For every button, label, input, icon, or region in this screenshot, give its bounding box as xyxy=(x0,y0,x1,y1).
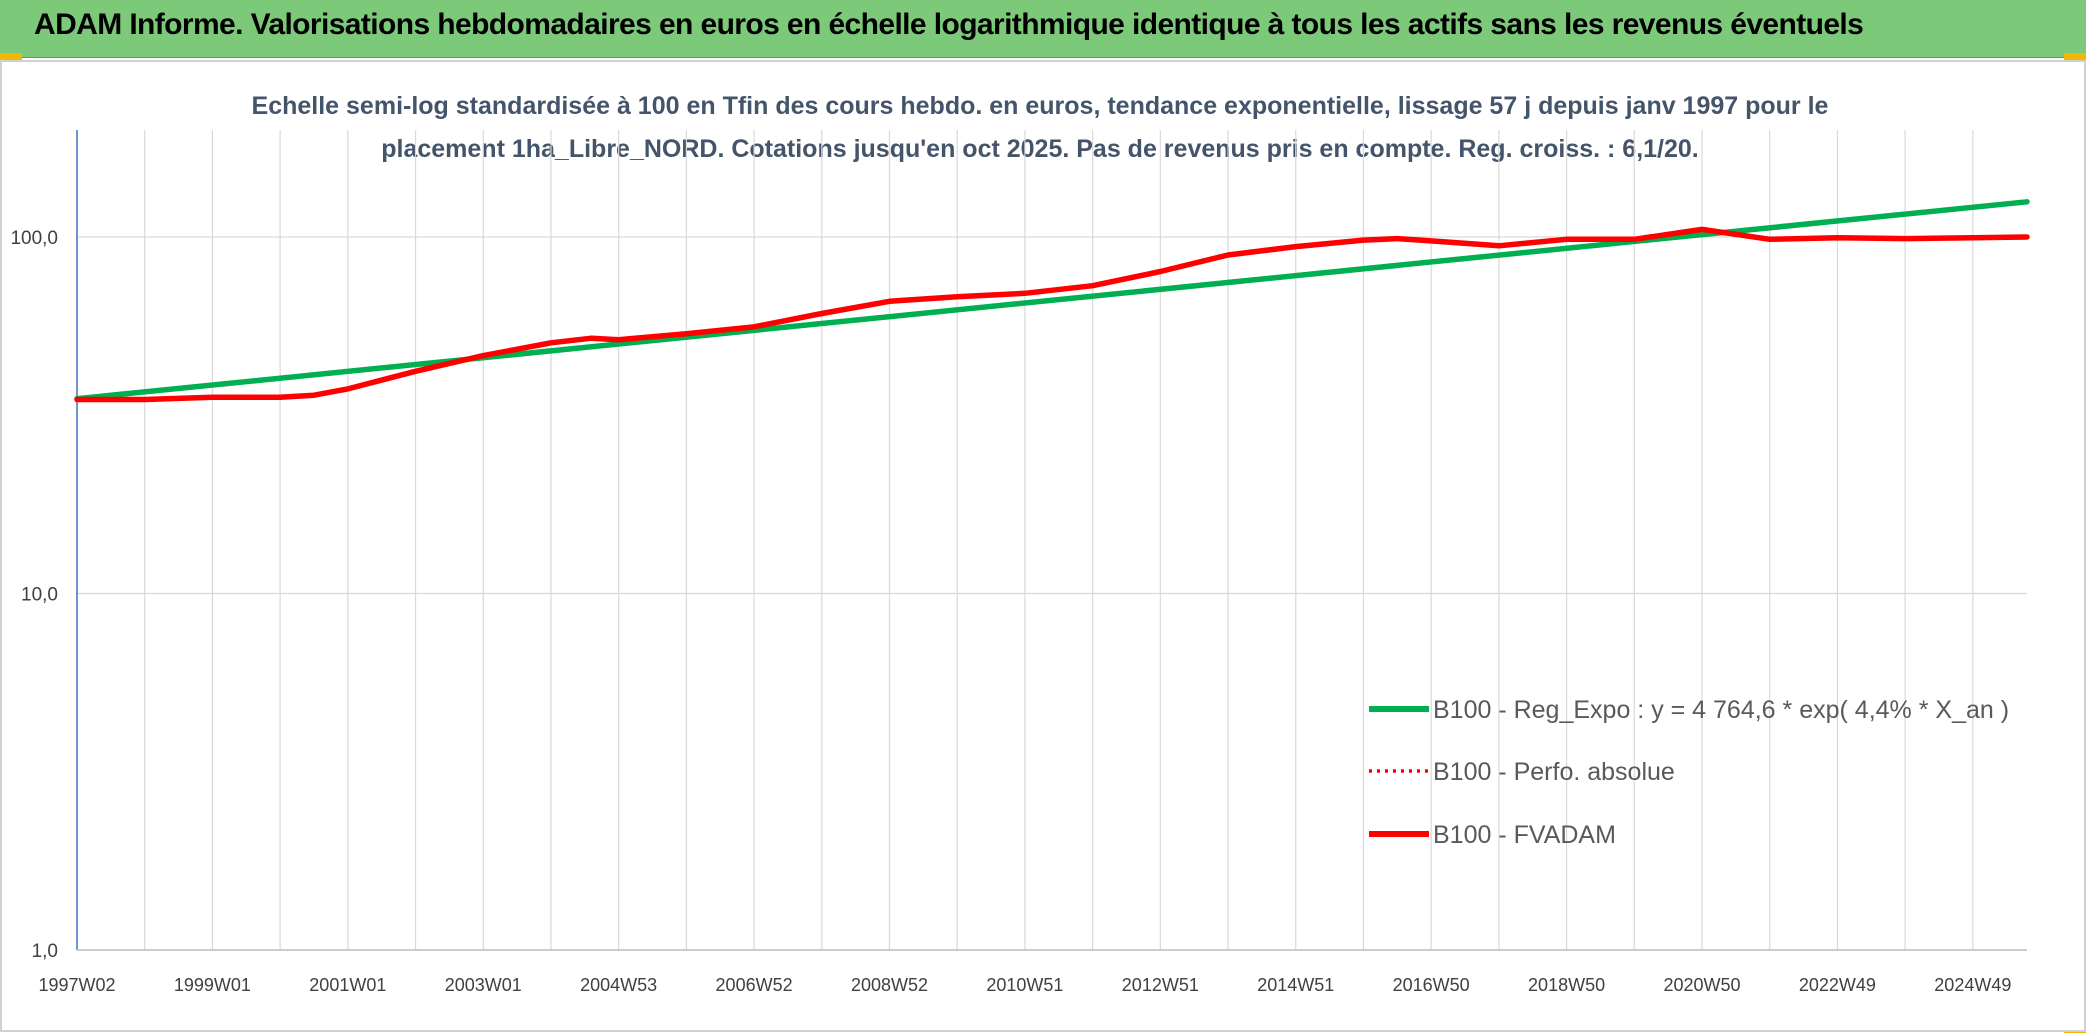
x-tick-label: 2018W50 xyxy=(1528,975,1605,995)
series-line-3 xyxy=(74,226,2030,403)
x-tick-label: 2024W49 xyxy=(1934,975,2011,995)
report-banner: ADAM Informe. Valorisations hebdomadaire… xyxy=(0,0,2086,58)
legend-label-3: B100 - FVADAM xyxy=(1433,821,1616,849)
series-layer xyxy=(74,199,2030,403)
x-tick-label: 2001W01 xyxy=(309,975,386,995)
x-tick-label: 2022W49 xyxy=(1799,975,1876,995)
x-tick-label: 2016W50 xyxy=(1393,975,1470,995)
x-tick-label: 2008W52 xyxy=(851,975,928,995)
x-tick-label: 2012W51 xyxy=(1122,975,1199,995)
x-tick-label: 2004W53 xyxy=(580,975,657,995)
y-tick-label: 1,0 xyxy=(32,941,58,962)
legend-label-1: B100 - Reg_Expo : y = 4 764,6 * exp( 4,4… xyxy=(1433,696,2009,724)
series-line-2 xyxy=(75,227,2029,401)
y-tick-label: 10,0 xyxy=(21,585,58,606)
x-tick-label: 1997W02 xyxy=(38,975,115,995)
grid-layer xyxy=(76,130,2027,951)
legend-label-2: B100 - Perfo. absolue xyxy=(1433,758,1675,786)
axis-layer: 1,0 10,0 100,0 1997W02 1999W01 2001W01 2003W01… xyxy=(10,130,2027,995)
chart-title-line-2: placement 1ha_Libre_NORD. Cotations jusq… xyxy=(381,135,1699,163)
report-title: ADAM Informe. Valorisations hebdomadaire… xyxy=(34,8,1864,41)
y-tick-label: 100,0 xyxy=(10,228,58,249)
series-line-1 xyxy=(74,199,2030,402)
x-tick-label: 2006W52 xyxy=(716,975,793,995)
chart-title-line-1: Echelle semi-log standardisée à 100 en T… xyxy=(252,92,1829,120)
x-tick-label: 2014W51 xyxy=(1257,975,1334,995)
x-tick-label: 2003W01 xyxy=(445,975,522,995)
legend: B100 - Reg_Expo : y = 4 764,6 * exp( 4,4… xyxy=(1369,696,2009,849)
x-tick-label: 2020W50 xyxy=(1663,975,1740,995)
x-tick-label: 2010W51 xyxy=(986,975,1063,995)
x-tick-label: 1999W01 xyxy=(174,975,251,995)
